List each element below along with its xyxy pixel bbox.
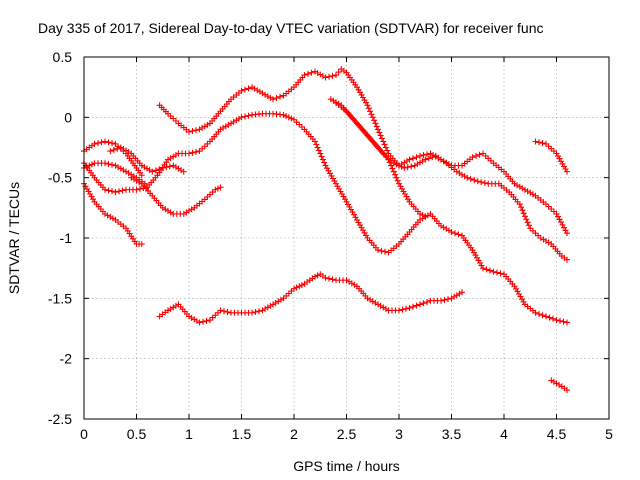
- series-markers: [128, 174, 224, 217]
- series-s8: [327, 96, 570, 263]
- x-tick-label: 2: [290, 426, 298, 442]
- x-tick-label: 4: [500, 426, 508, 442]
- chart-title: Day 335 of 2017, Sidereal Day-to-day VTE…: [38, 20, 544, 36]
- series-markers: [327, 96, 570, 263]
- series-s9: [333, 99, 429, 220]
- series-markers: [548, 377, 570, 394]
- x-tick-label: 0: [80, 426, 88, 442]
- series-s5: [107, 144, 187, 175]
- y-tick-label: -1.5: [48, 290, 72, 306]
- series-s11: [532, 138, 570, 175]
- y-tick-label: -1: [60, 230, 73, 246]
- series-markers: [532, 138, 570, 175]
- x-tick-label: 5: [605, 426, 613, 442]
- series-layer: [81, 66, 570, 394]
- y-tick-label: -0.5: [48, 170, 72, 186]
- series-s6: [128, 174, 224, 217]
- y-tick-labels: -2.5 -2 -1.5 -1 -0.5 0 0.5: [48, 49, 72, 427]
- series-s12: [548, 377, 570, 394]
- y-axis-label: SDTVAR / TECUs: [6, 182, 22, 294]
- series-s10: [156, 271, 465, 326]
- series-s1: [81, 180, 145, 248]
- x-tick-label: 3.5: [442, 426, 462, 442]
- series-s3: [81, 110, 570, 326]
- x-tick-label: 4.5: [547, 426, 567, 442]
- series-s7: [156, 66, 570, 237]
- x-tick-label: 0.5: [127, 426, 147, 442]
- series-markers: [81, 110, 570, 326]
- y-tick-label: -2.5: [48, 411, 72, 427]
- x-tick-label: 1: [185, 426, 193, 442]
- axis-ticks: [83, 56, 610, 420]
- series-markers: [156, 271, 465, 326]
- x-tick-label: 1.5: [232, 426, 252, 442]
- series-markers: [156, 66, 570, 237]
- y-tick-label: 0: [64, 109, 72, 125]
- series-markers: [333, 99, 429, 220]
- x-axis-label: GPS time / hours: [293, 458, 400, 474]
- x-tick-label: 2.5: [337, 426, 357, 442]
- x-tick-labels: 0 0.5 1 1.5 2 2.5 3 3.5 4 4.5 5: [80, 426, 613, 442]
- series-markers: [81, 180, 145, 248]
- y-tick-label: -2: [60, 351, 73, 367]
- x-tick-label: 3: [395, 426, 403, 442]
- y-tick-label: 0.5: [53, 49, 73, 65]
- series-markers: [107, 144, 187, 175]
